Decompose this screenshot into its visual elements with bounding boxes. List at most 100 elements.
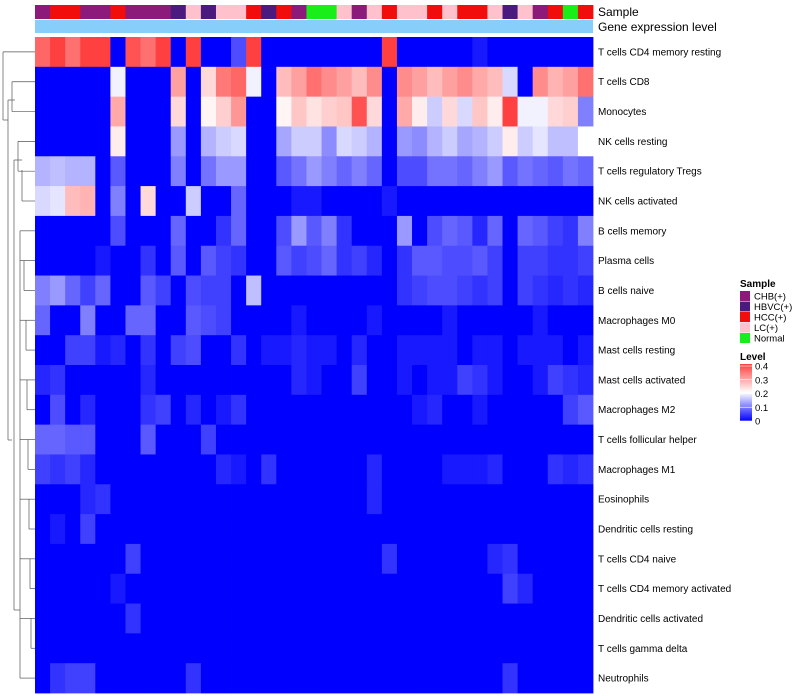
heatmap-cell [457,633,473,664]
heatmap-cell [140,484,157,515]
heatmap-cell [412,37,428,68]
heatmap-cell [261,275,277,306]
heatmap-cell [472,245,488,276]
heatmap-cell [155,275,172,306]
heatmap-cell [427,245,443,276]
heatmap-cell [577,663,594,694]
heatmap-cell [412,543,428,575]
heatmap-cell [336,603,353,634]
sample-cell [547,5,564,19]
heatmap-cell [532,156,549,187]
heatmap-cell [381,275,398,306]
heatmap-cell [185,126,202,157]
heatmap-cell [246,186,262,217]
heatmap-cell [442,335,458,366]
heatmap-cell [110,305,126,336]
heatmap-cell [472,335,488,366]
heatmap-cell [261,156,277,187]
heatmap-cell [562,603,579,634]
heatmap-cell [547,335,564,366]
heatmap-cell [185,603,202,634]
heatmap-cell [366,96,383,127]
heatmap-cell [306,365,322,396]
heatmap-cell [246,454,262,485]
heatmap-cell [396,66,413,98]
heatmap-cell [246,514,262,545]
heatmap-cell [95,543,111,575]
heatmap-cell [200,663,217,694]
heatmap-cell [155,394,172,426]
heatmap-cell [412,66,428,98]
heatmap-cell [306,573,322,604]
heatmap-cell [140,275,157,306]
heatmap-cell [306,305,322,336]
heatmap-cell [502,335,518,366]
heatmap-cell [472,275,488,306]
heatmap-cell [427,335,443,366]
heatmap-cell [155,186,172,217]
heatmap-cell [125,543,141,575]
heatmap-cell [517,186,534,217]
heatmap-cell [155,126,172,157]
sample-cell [65,5,81,19]
heatmap-cell [412,633,428,664]
heatmap-cell [200,543,217,575]
heatmap-cell [472,37,488,68]
heatmap-cell [321,186,338,217]
heatmap-cell [532,454,549,485]
heatmap-cell [65,126,81,157]
heatmap-cell [170,96,187,127]
heatmap-cell [200,454,217,485]
legend-swatch [740,312,750,322]
heatmap-cell [532,603,549,634]
heatmap-cell [396,215,413,247]
heatmap-cell [321,424,338,455]
heatmap-cell [140,305,157,336]
heatmap-cell [246,245,262,276]
heatmap-cell [185,454,202,485]
heatmap-cell [351,543,368,575]
heatmap-cell [95,514,111,545]
heatmap-cell [427,484,443,515]
heatmap-cell [321,96,338,127]
heatmap-cell [185,573,202,604]
heatmap-cell [366,633,383,664]
heatmap-cell [246,335,262,366]
heatmap-cell [261,365,277,396]
heatmap-cell [65,663,81,694]
heatmap-cell [155,633,172,664]
heatmap-cell [125,573,141,604]
heatmap-cell [276,424,292,455]
sample-cell [562,5,579,19]
heatmap-cell [246,66,262,98]
heatmap-cell [95,663,111,694]
heatmap-cell [140,186,157,217]
heatmap-cell [562,156,579,187]
heatmap-cell [276,543,292,575]
heatmap-cell [155,66,172,98]
heatmap-cell [125,305,141,336]
heatmap-cell [412,454,428,485]
heatmap-cell [261,603,277,634]
heatmap-cell [381,454,398,485]
heatmap-cell [35,424,51,455]
heatmap-cell [261,454,277,485]
heatmap-cell [366,186,383,217]
heatmap-cell [276,365,292,396]
heatmap-cell [457,156,473,187]
heatmap-cell [321,573,338,604]
heatmap-cell [351,215,368,247]
heatmap-cell [95,394,111,426]
heatmap-cell [427,66,443,98]
heatmap-cell [366,543,383,575]
heatmap-cell [472,156,488,187]
heatmap-cell [35,394,51,426]
heatmap-cell [412,394,428,426]
heatmap-cell [291,215,307,247]
heatmap-cell [261,543,277,575]
heatmap-cell [457,275,473,306]
heatmap-cell [366,215,383,247]
heatmap-cell [321,394,338,426]
heatmap-cell [547,66,564,98]
heatmap-cell [291,394,307,426]
